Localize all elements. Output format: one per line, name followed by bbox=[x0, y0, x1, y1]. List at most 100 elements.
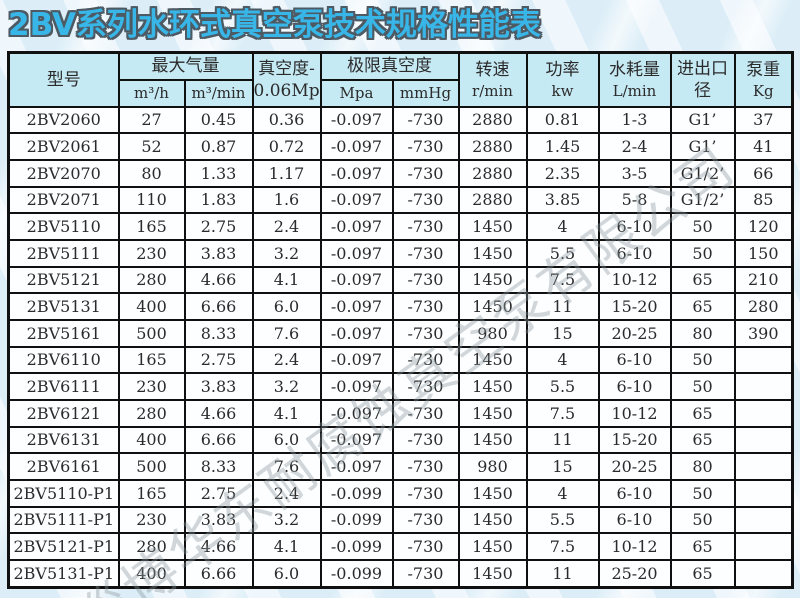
cell-port: G1/2’ bbox=[669, 158, 736, 188]
header-weight-label: 泵重 bbox=[746, 59, 781, 80]
cell-power: 5.5 bbox=[525, 238, 600, 268]
cell-vacuum: 0.36 bbox=[251, 105, 322, 135]
cell-mmhg: -730 bbox=[391, 132, 460, 161]
cell-m3min: 6.66 bbox=[183, 558, 254, 589]
table-row: 2BV5110-P1 165 2.75 2.4 -0.099 -730 1450 4 6-10 5… bbox=[7, 478, 794, 508]
cell-model: 2BV5111-P1 bbox=[7, 505, 120, 535]
header-row-1: 型号 最大气量 真空度- 0.06Mpa 极限真空度 转速 r/min 功率 k… bbox=[7, 51, 794, 108]
cell-m3min: 1.83 bbox=[183, 185, 254, 215]
cell-port: 50 bbox=[669, 372, 736, 401]
cell-mmhg: -730 bbox=[391, 238, 460, 268]
header-vacuum: 真空度- 0.06Mpa bbox=[251, 51, 322, 108]
header-power: 功率 kw bbox=[525, 51, 600, 108]
cell-m3h: 500 bbox=[117, 452, 186, 481]
header-m3h-label: m³/h bbox=[134, 84, 169, 102]
cell-power: 4 bbox=[525, 345, 600, 375]
cell-port: 65 bbox=[669, 425, 736, 455]
cell-port: G1’ bbox=[669, 132, 736, 161]
cell-water: 1-3 bbox=[597, 105, 672, 135]
table-row: 2BV5131-P1 400 6.66 6.0 -0.099 -730 1450 11 25-2… bbox=[7, 558, 794, 589]
table-row: 2BV5121-P1 280 4.66 4.1 -0.099 -730 1450 7.5 10-… bbox=[7, 532, 794, 561]
cell-vacuum: 4.1 bbox=[251, 398, 322, 428]
cell-port: 50 bbox=[669, 212, 736, 241]
cell-speed: 980 bbox=[457, 452, 528, 481]
header-mpa: Mpa bbox=[319, 78, 394, 108]
cell-speed: 1450 bbox=[457, 265, 528, 295]
cell-mmhg: -730 bbox=[391, 558, 460, 589]
cell-vacuum: 3.2 bbox=[251, 372, 322, 401]
cell-mmhg: -730 bbox=[391, 105, 460, 135]
cell-weight bbox=[733, 425, 794, 455]
cell-water: 20-25 bbox=[597, 452, 672, 481]
table-row: 2BV5121 280 4.66 4.1 -0.097 -730 1450 7.5 10-12 6… bbox=[7, 265, 794, 295]
cell-mpa: -0.099 bbox=[319, 505, 394, 535]
cell-model: 2BV6110 bbox=[7, 345, 120, 375]
cell-power: 3.85 bbox=[525, 185, 600, 215]
cell-m3min: 3.83 bbox=[183, 372, 254, 401]
cell-m3h: 280 bbox=[117, 532, 186, 561]
cell-mpa: -0.097 bbox=[319, 238, 394, 268]
cell-vacuum: 6.0 bbox=[251, 292, 322, 321]
cell-weight bbox=[733, 532, 794, 561]
table-row: 2BV6121 280 4.66 4.1 -0.097 -730 1450 7.5 10-12 6… bbox=[7, 398, 794, 428]
table-row: 2BV6111 230 3.83 3.2 -0.097 -730 1450 5.5 6-10 50 bbox=[7, 372, 794, 401]
table-row: 2BV2070 80 1.33 1.17 -0.097 -730 2880 2.35 3-5 G1… bbox=[7, 158, 794, 188]
cell-port: 65 bbox=[669, 265, 736, 295]
cell-water: 3-5 bbox=[597, 158, 672, 188]
header-speed-label: 转速 bbox=[475, 59, 510, 80]
cell-model: 2BV5110 bbox=[7, 212, 120, 241]
spec-table: 型号 最大气量 真空度- 0.06Mpa 极限真空度 转速 r/min 功率 k… bbox=[7, 51, 794, 589]
header-weight-unit: Kg bbox=[752, 81, 774, 100]
cell-weight bbox=[733, 345, 794, 375]
cell-water: 6-10 bbox=[597, 478, 672, 508]
header-vacuum-line2: 0.06Mpa bbox=[253, 80, 320, 101]
header-m3h: m³/h bbox=[117, 78, 186, 108]
cell-speed: 1450 bbox=[457, 478, 528, 508]
cell-water: 6-10 bbox=[597, 372, 672, 401]
header-water-unit: L/min bbox=[612, 81, 657, 100]
cell-speed: 1450 bbox=[457, 398, 528, 428]
cell-water: 6-10 bbox=[597, 345, 672, 375]
cell-m3h: 400 bbox=[117, 425, 186, 455]
cell-weight: 85 bbox=[733, 185, 794, 215]
cell-port: 50 bbox=[669, 345, 736, 375]
cell-mpa: -0.097 bbox=[319, 425, 394, 455]
cell-speed: 1450 bbox=[457, 425, 528, 455]
cell-port: 50 bbox=[669, 238, 736, 268]
cell-weight: 150 bbox=[733, 238, 794, 268]
cell-model: 2BV5121 bbox=[7, 265, 120, 295]
cell-weight: 120 bbox=[733, 212, 794, 241]
cell-vacuum: 1.17 bbox=[251, 158, 322, 188]
cell-m3min: 3.83 bbox=[183, 505, 254, 535]
cell-m3h: 280 bbox=[117, 398, 186, 428]
cell-mmhg: -730 bbox=[391, 425, 460, 455]
cell-weight: 37 bbox=[733, 105, 794, 135]
cell-vacuum: 6.0 bbox=[251, 558, 322, 589]
cell-vacuum: 7.6 bbox=[251, 318, 322, 348]
cell-vacuum: 3.2 bbox=[251, 505, 322, 535]
cell-mmhg: -730 bbox=[391, 398, 460, 428]
cell-model: 2BV2071 bbox=[7, 185, 120, 215]
cell-mpa: -0.097 bbox=[319, 452, 394, 481]
header-mpa-label: Mpa bbox=[339, 84, 374, 102]
cell-weight: 210 bbox=[733, 265, 794, 295]
header-port-line1: 进出口 bbox=[677, 58, 728, 79]
header-max-capacity-label: 最大气量 bbox=[151, 56, 220, 77]
cell-port: 65 bbox=[669, 532, 736, 561]
table-row: 2BV2061 52 0.87 0.72 -0.097 -730 2880 1.45 2-4 G1… bbox=[7, 132, 794, 161]
cell-water: 6-10 bbox=[597, 212, 672, 241]
table-row: 2BV6131 400 6.66 6.0 -0.097 -730 1450 11 15-20 65 bbox=[7, 425, 794, 455]
cell-mpa: -0.099 bbox=[319, 478, 394, 508]
cell-power: 5.5 bbox=[525, 505, 600, 535]
cell-weight bbox=[733, 372, 794, 401]
cell-speed: 1450 bbox=[457, 238, 528, 268]
table-row: 2BV6161 500 8.33 7.6 -0.097 -730 980 15 20-25 80 bbox=[7, 452, 794, 481]
cell-port: 50 bbox=[669, 505, 736, 535]
cell-vacuum: 4.1 bbox=[251, 265, 322, 295]
cell-water: 20-25 bbox=[597, 318, 672, 348]
cell-m3min: 3.83 bbox=[183, 238, 254, 268]
cell-weight: 280 bbox=[733, 292, 794, 321]
header-model: 型号 bbox=[7, 51, 120, 108]
header-max-capacity: 最大气量 bbox=[117, 51, 254, 81]
